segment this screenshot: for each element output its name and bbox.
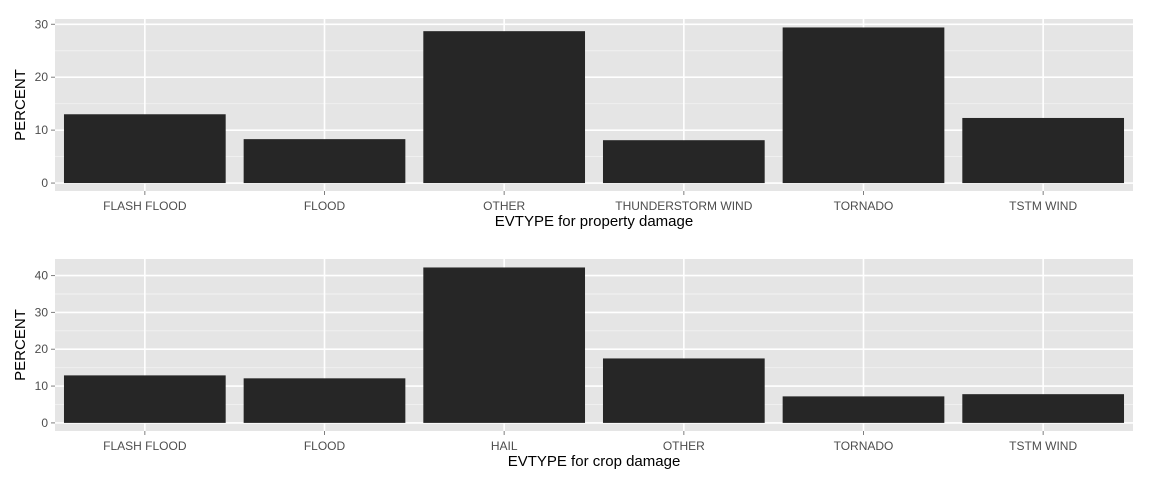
x-tick-label: FLOOD (304, 199, 346, 213)
x-tick-label: FLOOD (304, 439, 346, 453)
bar (782, 396, 945, 423)
y-tick-label: 30 (35, 305, 49, 319)
plot-panel (55, 259, 1133, 431)
x-tick-label: TSTM WIND (1009, 199, 1077, 213)
y-tick-label: 10 (35, 379, 49, 393)
x-axis-title: EVTYPE for property damage (495, 213, 693, 230)
y-tick-label: 0 (41, 416, 48, 430)
y-tick-label: 40 (35, 269, 49, 283)
x-tick-label: OTHER (483, 199, 525, 213)
property-damage-chart: 0 10 20 30 FLASH FLOOD FLOOD OTHER THUNDERSTORM… (12, 17, 1133, 230)
y-tick-label: 10 (35, 123, 49, 137)
x-tick-label: FLASH FLOOD (103, 439, 187, 453)
bar (962, 117, 1125, 184)
y-tick-label: 20 (35, 342, 49, 356)
bar (423, 267, 586, 423)
bar (602, 358, 765, 423)
x-axis-title: EVTYPE for crop damage (508, 453, 681, 470)
bar (602, 140, 765, 184)
y-axis-title: PERCENT (12, 69, 29, 141)
x-tick-label: TORNADO (834, 439, 894, 453)
bar (243, 139, 406, 184)
x-tick-label: TORNADO (834, 199, 894, 213)
y-tick-label: 20 (35, 70, 49, 84)
y-tick-label: 0 (41, 176, 48, 190)
bar (782, 27, 945, 184)
y-tick-label: 30 (35, 17, 49, 31)
plot-panel (55, 19, 1133, 191)
x-tick-label: HAIL (491, 439, 518, 453)
bar (962, 394, 1125, 423)
bar (63, 114, 226, 184)
x-tick-label: TSTM WIND (1009, 439, 1077, 453)
bar (63, 375, 226, 423)
x-tick-label: OTHER (663, 439, 705, 453)
x-tick-label: FLASH FLOOD (103, 199, 187, 213)
x-tick-label: THUNDERSTORM WIND (615, 199, 752, 213)
crop-damage-chart: 0 10 20 30 40 FLASH FLOOD FLOOD HAIL OTHER TORNAD… (12, 259, 1133, 470)
bar (423, 31, 586, 184)
y-axis-title: PERCENT (12, 309, 29, 381)
bar (243, 378, 406, 423)
